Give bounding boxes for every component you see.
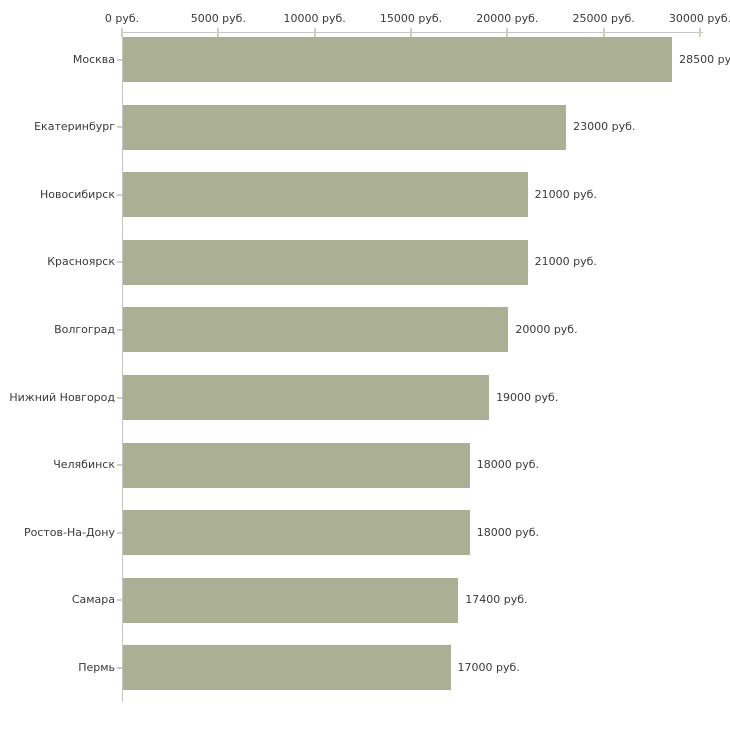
category-label: Самара xyxy=(71,593,115,607)
x-axis-tick-label: 30000 руб. xyxy=(668,12,730,25)
x-axis-tick-mark xyxy=(602,28,605,37)
x-axis-tick-label: 10000 руб. xyxy=(283,12,346,25)
category-label: Москва xyxy=(72,52,115,66)
category-label: Волгоград xyxy=(54,322,115,336)
bar xyxy=(123,104,567,150)
bar xyxy=(123,510,470,556)
bar xyxy=(123,37,673,82)
y-axis-tick-mark xyxy=(117,261,122,264)
category-label: Екатеринбург xyxy=(34,120,115,134)
value-label: 21000 руб. xyxy=(534,255,597,269)
x-axis-tick-label: 15000 руб. xyxy=(379,12,443,25)
value-label: 18000 руб. xyxy=(476,525,540,539)
category-label: Челябинск xyxy=(53,458,115,472)
value-label: 17400 руб. xyxy=(465,593,528,607)
y-axis-tick-mark xyxy=(117,328,122,331)
y-axis-tick-mark xyxy=(117,126,122,129)
x-axis-line xyxy=(122,32,703,33)
value-label: 18000 руб. xyxy=(476,458,540,472)
bar xyxy=(123,239,528,285)
value-label: 23000 руб. xyxy=(573,120,636,134)
y-axis-tick-mark xyxy=(117,666,122,669)
bar xyxy=(123,442,470,488)
x-axis-tick-mark xyxy=(506,28,509,37)
x-axis-tick-label: 5000 руб. xyxy=(190,12,246,25)
x-axis-tick-mark xyxy=(217,28,220,37)
x-axis-tick-label: 0 руб. xyxy=(104,12,140,25)
x-axis-tick-mark xyxy=(699,28,701,37)
x-axis-tick-label: 25000 руб. xyxy=(572,12,635,25)
value-label: 17000 руб. xyxy=(457,660,520,674)
bar xyxy=(123,375,490,420)
y-axis-tick-mark xyxy=(117,599,122,602)
category-label: Пермь xyxy=(78,660,115,674)
category-label: Ростов-На-Дону xyxy=(23,525,115,539)
y-axis-tick-mark xyxy=(117,58,122,61)
bar xyxy=(123,172,528,218)
category-label: Красноярск xyxy=(47,255,115,269)
y-axis-tick-mark xyxy=(117,531,122,534)
bar xyxy=(123,645,451,691)
y-axis-tick-mark xyxy=(117,464,122,467)
y-axis-tick-mark xyxy=(117,193,122,196)
bar xyxy=(123,577,459,623)
bar xyxy=(123,307,509,353)
y-axis-tick-mark xyxy=(117,396,122,399)
value-label: 19000 руб. xyxy=(496,390,559,404)
x-axis-tick-mark xyxy=(410,28,412,37)
x-axis-tick-mark xyxy=(313,28,316,37)
value-label: 21000 руб. xyxy=(534,187,597,201)
category-label: Новосибирск xyxy=(39,187,115,201)
y-axis-line xyxy=(122,32,123,702)
x-axis-tick-label: 20000 руб. xyxy=(476,12,539,25)
category-label: Нижний Новгород xyxy=(9,390,115,404)
x-axis-tick-mark xyxy=(121,28,123,37)
value-label: 20000 руб. xyxy=(515,322,578,336)
value-label: 28500 руб. xyxy=(679,52,730,66)
